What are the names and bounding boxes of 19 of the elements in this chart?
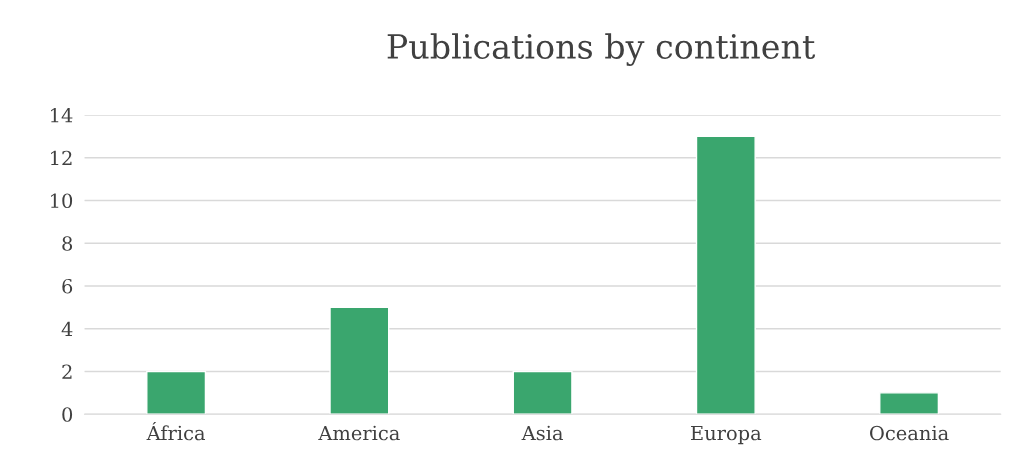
bar [512,370,573,415]
x-tick-label: Europa [691,425,762,445]
y-tick-label: 2 [62,364,72,379]
bar [329,306,390,415]
bar [695,135,756,415]
x-tick-label: America [318,425,400,441]
y-tick-label: 8 [62,236,73,251]
x-tick-label: Asia [521,425,563,441]
bar [146,370,207,415]
x-tick-label: África [146,422,206,441]
y-tick-label: 10 [51,193,73,209]
y-tick-label: 12 [51,150,72,166]
y-tick-label: 6 [62,278,73,294]
y-tick-label: 0 [62,407,73,422]
chart-title: Publications by continent [387,33,816,66]
x-tick-label: Oceania [870,425,949,441]
y-tick-label: 14 [51,107,73,123]
y-tick-label: 4 [61,321,73,337]
bar [879,392,940,415]
